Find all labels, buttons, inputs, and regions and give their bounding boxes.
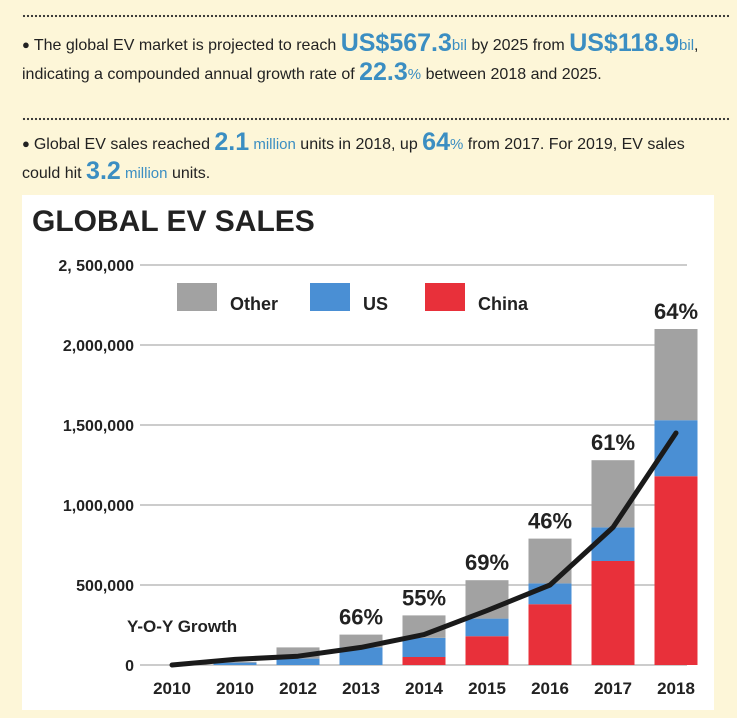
bar-us-2018	[654, 420, 698, 477]
bar-us-2010	[213, 662, 257, 665]
growth-label-2018: 64%	[654, 299, 698, 324]
growth-label-2017: 61%	[591, 430, 635, 455]
bar-china-2018	[654, 476, 698, 665]
bar-us-2012	[276, 658, 320, 665]
bar-other-2016	[528, 538, 572, 584]
bar-us-2013	[339, 647, 383, 665]
x-tick-label: 2017	[594, 679, 632, 698]
market-2025-value: US$567.3	[340, 29, 452, 57]
bar-us-2017	[591, 527, 635, 561]
legend-label-us: US	[363, 294, 388, 314]
legend-swatch-other	[177, 283, 217, 311]
bar-other-2010	[213, 661, 257, 663]
legend-swatch-china	[425, 283, 465, 311]
y-tick-label: 0	[125, 658, 134, 675]
bar-us-2014	[402, 637, 446, 657]
bar-us-2015	[465, 618, 509, 637]
bar-china-2016	[528, 604, 572, 665]
growth-label-2014: 55%	[402, 585, 446, 610]
bar-other-2017	[591, 460, 635, 528]
sales-2019-forecast-value: 3.2	[86, 157, 121, 185]
growth-label-2016: 46%	[528, 509, 572, 534]
growth-label-2015: 69%	[465, 550, 509, 575]
sales-2018-value: 2.1	[214, 128, 250, 156]
x-tick-label: 2016	[531, 679, 569, 698]
growth-label-2013: 66%	[339, 605, 383, 630]
legend-swatch-us	[310, 283, 350, 311]
x-tick-label: 2013	[342, 679, 380, 698]
bar-other-2012	[276, 647, 320, 659]
bar-china-2017	[591, 561, 635, 665]
growth-label-title: Y-O-Y Growth	[127, 617, 237, 636]
bar-china-2014	[402, 657, 446, 665]
top-dotted-divider	[22, 14, 729, 18]
x-tick-label: 2015	[468, 679, 506, 698]
cagr-value: 22.3	[359, 58, 408, 86]
x-tick-label: 2010	[216, 679, 254, 698]
chart-title: GLOBAL EV SALES	[32, 205, 315, 238]
y-tick-label: 1,500,000	[63, 418, 134, 435]
ev-sales-chart: GLOBAL EV SALES 0 500,000 1,000,000 1,500,0…	[32, 205, 698, 698]
y-tick-label: 2, 500,000	[58, 258, 134, 275]
x-tick-label: 2012	[279, 679, 317, 698]
y-tick-label: 1,000,000	[63, 498, 134, 515]
bar-other-2018	[654, 329, 698, 421]
x-tick-label: 2010	[153, 679, 191, 698]
ev-sales-chart-panel: GLOBAL EV SALES 0 500,000 1,000,000 1,500,0…	[22, 195, 714, 710]
y-tick-label: 2,000,000	[63, 338, 134, 355]
growth-2018-value: 64	[422, 128, 450, 156]
growth-trend-line	[169, 430, 679, 668]
y-tick-label: 500,000	[76, 578, 134, 595]
bar-china-2015	[465, 636, 509, 665]
legend-label-china: China	[478, 294, 529, 314]
x-tick-label: 2018	[657, 679, 695, 698]
middle-dotted-divider	[22, 117, 729, 121]
bullet-icon: ●	[22, 136, 30, 151]
fact-market-size: ● The global EV market is projected to re…	[22, 29, 699, 86]
market-2018-value: US$118.9	[569, 29, 680, 57]
legend-label-other: Other	[230, 294, 278, 314]
x-tick-label: 2014	[405, 679, 443, 698]
fact-ev-sales: ● Global EV sales reached 2.1 million uni…	[22, 128, 685, 185]
bullet-icon: ●	[22, 37, 30, 52]
